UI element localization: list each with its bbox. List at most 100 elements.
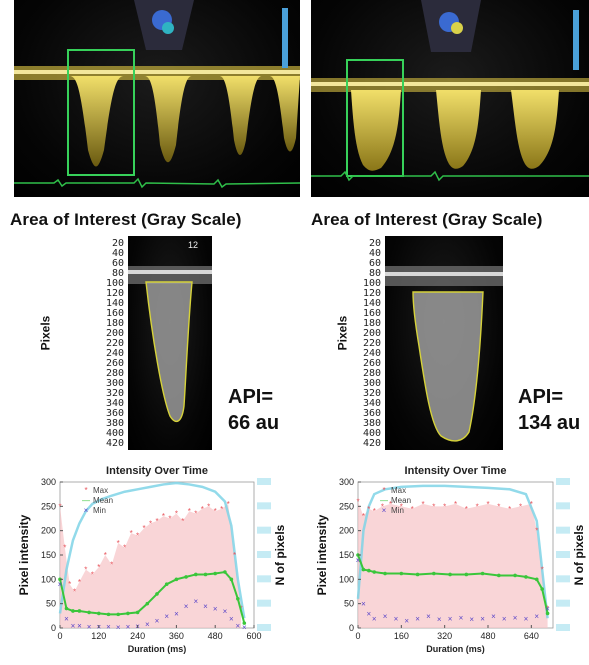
grayscale-ylabel-left: Pixels bbox=[38, 315, 53, 351]
max-point: * bbox=[220, 505, 223, 514]
min-point: × bbox=[469, 615, 474, 624]
legend-marker: * bbox=[84, 486, 87, 495]
intensity-chart-left: Intensity Over Time * * * * * * * * * * * * * * * * * * * * *… bbox=[0, 460, 290, 660]
image-ytick: 400 bbox=[105, 428, 124, 439]
y2-tick-mark bbox=[257, 478, 271, 485]
api-label-right: API= bbox=[518, 386, 564, 408]
image-ytick: 320 bbox=[362, 388, 381, 399]
y-axis-label: Pixel intensity bbox=[17, 514, 31, 595]
max-point: * bbox=[535, 527, 538, 536]
mean-point bbox=[480, 571, 485, 576]
y-tick-label: 100 bbox=[339, 574, 354, 584]
x-tick-label: 600 bbox=[246, 631, 261, 641]
mean-point bbox=[116, 612, 120, 617]
legend-label: Min bbox=[391, 506, 404, 515]
max-point: * bbox=[530, 500, 533, 509]
image-ytick: 180 bbox=[105, 318, 124, 329]
min-point: × bbox=[361, 600, 366, 609]
y2-tick-mark bbox=[257, 551, 271, 558]
mean-point bbox=[361, 567, 366, 572]
y-tick-label: 0 bbox=[51, 623, 56, 633]
mean-line bbox=[59, 570, 246, 624]
image-ytick: 280 bbox=[362, 368, 381, 379]
image-ytick: 40 bbox=[368, 248, 381, 259]
min-point: × bbox=[394, 614, 399, 623]
max-point: * bbox=[91, 570, 94, 579]
max-point: * bbox=[175, 510, 178, 519]
grayscale-image-right bbox=[385, 236, 503, 450]
image-ytick: 220 bbox=[362, 338, 381, 349]
max-point: * bbox=[373, 507, 376, 516]
x-tick-label: 320 bbox=[437, 631, 452, 641]
y2-tick-mark bbox=[257, 526, 271, 534]
min-point: × bbox=[242, 623, 247, 632]
image-ytick: 60 bbox=[111, 258, 124, 269]
image-ytick: 200 bbox=[362, 328, 381, 339]
mean-point bbox=[242, 621, 247, 625]
mean-point bbox=[155, 592, 159, 596]
max-point: * bbox=[58, 502, 61, 511]
image-ytick: 420 bbox=[362, 438, 381, 449]
image-ytick: 360 bbox=[105, 408, 124, 419]
max-point: * bbox=[104, 551, 107, 560]
legend-label: Min bbox=[93, 506, 106, 515]
max-point: * bbox=[181, 517, 184, 526]
min-point: × bbox=[193, 597, 198, 606]
max-point: * bbox=[136, 532, 139, 541]
min-point: × bbox=[480, 614, 485, 623]
image-ytick: 260 bbox=[362, 358, 381, 369]
mean-point bbox=[145, 601, 150, 606]
api-block-right: API= 134 au bbox=[518, 384, 580, 436]
max-point: * bbox=[168, 515, 171, 524]
image-ytick: 340 bbox=[105, 398, 124, 409]
max-point: * bbox=[465, 505, 468, 514]
mean-point bbox=[184, 575, 188, 579]
min-point: × bbox=[203, 602, 208, 611]
max-fill-area bbox=[60, 503, 242, 628]
npixels-line bbox=[356, 484, 549, 619]
y-tick-label: 100 bbox=[41, 574, 56, 584]
min-point: × bbox=[87, 623, 92, 632]
image-ytick: 20 bbox=[111, 238, 124, 249]
y-tick-label: 300 bbox=[41, 477, 56, 487]
max-point: * bbox=[194, 510, 197, 519]
max-point: * bbox=[476, 502, 479, 511]
image-ytick: 120 bbox=[362, 288, 381, 299]
y2-tick-mark bbox=[556, 526, 570, 534]
image-ytick: 120 bbox=[105, 288, 124, 299]
min-point: × bbox=[372, 614, 377, 623]
chart-title: Intensity Over Time bbox=[106, 465, 208, 477]
api-label-left: API= bbox=[228, 386, 274, 408]
y2-axis-label: N of pixels bbox=[572, 524, 586, 585]
min-point: × bbox=[155, 617, 160, 626]
image-ytick: 220 bbox=[105, 338, 124, 349]
mean-point bbox=[448, 572, 452, 577]
mean-point bbox=[236, 597, 240, 601]
max-point: * bbox=[162, 512, 165, 521]
min-point: × bbox=[491, 612, 496, 621]
mean-point bbox=[223, 570, 227, 574]
y2-axis-label: N of pixels bbox=[273, 524, 287, 585]
x-tick-label: 0 bbox=[355, 631, 360, 641]
y-tick-label: 250 bbox=[41, 501, 56, 511]
max-point: * bbox=[486, 500, 489, 509]
min-point: × bbox=[184, 602, 189, 611]
max-point: * bbox=[97, 563, 100, 572]
min-point: × bbox=[145, 620, 150, 629]
x-tick-label: 640 bbox=[524, 631, 539, 641]
chart-title: Intensity Over Time bbox=[405, 465, 507, 477]
max-point: * bbox=[149, 519, 152, 528]
min-point: × bbox=[229, 614, 234, 623]
panel-title-right: Area of Interest (Gray Scale) bbox=[311, 210, 543, 229]
image-ytick: 420 bbox=[105, 438, 124, 449]
max-point: * bbox=[400, 502, 403, 511]
max-fill-area bbox=[358, 501, 548, 628]
api-value-left: 66 au bbox=[228, 412, 280, 434]
min-point: × bbox=[502, 614, 507, 623]
max-point: * bbox=[130, 529, 133, 538]
max-point: * bbox=[68, 580, 71, 589]
image-ytick: 300 bbox=[105, 378, 124, 389]
grayscale-axis-right: 20 40 60 80 100 120 140 160 180 200 220 240 260 280 30… bbox=[357, 236, 385, 450]
image-ytick: 280 bbox=[105, 368, 124, 379]
min-point: × bbox=[71, 622, 76, 631]
